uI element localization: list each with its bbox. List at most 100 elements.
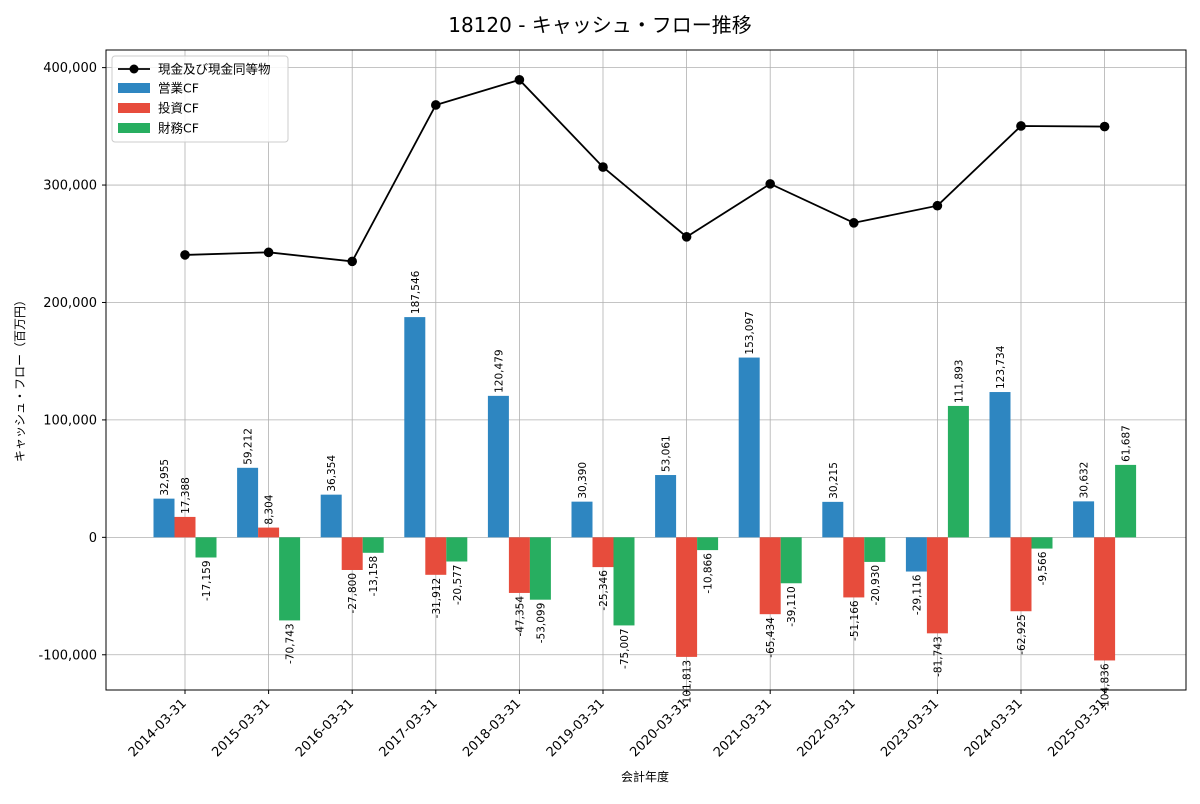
bar-value-label: 120,479 <box>493 349 505 392</box>
y-tick-label: 0 <box>89 531 97 546</box>
bar-value-label: -75,007 <box>619 628 631 669</box>
bar-investing <box>341 537 363 570</box>
x-tick-label: 2017-03-31 <box>377 696 441 760</box>
legend-marker <box>129 64 139 74</box>
y-tick-label: 100,000 <box>43 413 97 428</box>
bar-value-label: -20,577 <box>452 565 464 606</box>
bar-investing <box>174 516 196 538</box>
bar-financing <box>613 537 635 626</box>
bar-investing <box>592 537 614 568</box>
bar-value-label: -9,566 <box>1037 551 1049 585</box>
y-tick-label: 400,000 <box>43 61 97 76</box>
bar-value-label: 30,632 <box>1079 462 1091 499</box>
bar-operating <box>487 395 509 538</box>
bar-value-label: -31,912 <box>431 578 443 619</box>
bar-value-label: 61,687 <box>1121 425 1133 462</box>
legend-box <box>111 55 289 143</box>
x-axis-label: 会計年度 <box>621 769 669 784</box>
x-tick-label: 2019-03-31 <box>544 696 608 760</box>
bar-value-label: 187,546 <box>410 270 422 314</box>
x-tick-label: 2023-03-31 <box>878 696 942 760</box>
bar-investing <box>676 537 698 657</box>
bar-financing <box>529 537 551 600</box>
bar-investing <box>843 537 865 598</box>
bar-investing <box>926 537 948 634</box>
cash-line <box>184 78 1105 263</box>
bar-value-label: 30,215 <box>828 462 840 499</box>
legend-swatch <box>118 83 150 93</box>
bar-operating <box>153 498 175 538</box>
legend-swatch <box>118 103 150 113</box>
bar-value-label: -25,346 <box>598 570 610 611</box>
cash-point <box>514 75 525 85</box>
bar-operating <box>320 494 342 538</box>
bar-value-label: 30,390 <box>577 462 589 499</box>
x-tick-label: 2021-03-31 <box>711 696 775 760</box>
x-tick-label: 2022-03-31 <box>795 696 859 760</box>
legend-label-cash: 現金及び現金同等物 <box>158 62 271 77</box>
bar-value-label: -101,813 <box>682 660 694 707</box>
bar-operating <box>404 317 426 538</box>
bar-value-label: -29,116 <box>911 574 923 615</box>
bar-financing <box>697 537 719 551</box>
bar-value-label: 36,354 <box>326 455 338 492</box>
bar-financing <box>780 537 802 584</box>
cash-point <box>1099 121 1110 132</box>
bar-operating <box>905 537 927 572</box>
x-tick-label: 2018-03-31 <box>460 696 524 760</box>
bar-value-label: 111,893 <box>953 360 965 403</box>
bar-operating <box>822 501 844 538</box>
bar-value-label: -65,434 <box>765 617 777 658</box>
cash-point <box>431 100 441 110</box>
bar-financing <box>1115 464 1137 538</box>
x-tick-label: 2016-03-31 <box>293 696 357 760</box>
bar-operating <box>989 392 1011 538</box>
bar-financing <box>1031 537 1053 549</box>
bar-operating <box>237 467 259 538</box>
bar-value-label: -70,743 <box>285 623 297 664</box>
legend-label-series: 投資CF <box>158 101 199 116</box>
bar-value-label: -17,159 <box>201 560 213 601</box>
cash-point <box>1016 121 1026 131</box>
bar-operating <box>571 501 593 538</box>
axes-layer: -100,000 0 100,000 200,000 300,000 400,000 201… <box>39 49 1187 760</box>
cash-point <box>598 162 608 172</box>
bar-operating <box>1073 501 1095 538</box>
y-tick-label: 300,000 <box>43 179 97 194</box>
bar-value-label: 59,212 <box>243 428 255 465</box>
bar-value-label: -62,925 <box>1016 614 1028 655</box>
bar-value-label: -47,354 <box>514 596 526 637</box>
bar-investing <box>1094 537 1116 661</box>
bars-layer <box>153 317 1137 661</box>
bar-value-label: 123,734 <box>995 345 1007 389</box>
cash-point <box>180 250 190 260</box>
cash-point <box>849 218 859 228</box>
cash-point <box>765 179 775 189</box>
bar-value-label: -27,800 <box>347 573 359 614</box>
legend-swatch <box>118 123 150 133</box>
bar-value-label: -81,743 <box>932 636 944 677</box>
y-axis-label: キャッシュ・フロー（百万円） <box>13 294 27 462</box>
chart-title: 18120 - キャッシュ・フロー推移 <box>448 13 752 37</box>
bar-value-label: 17,388 <box>180 477 192 514</box>
bar-investing <box>258 527 280 538</box>
legend-label-series: 財務CF <box>158 121 199 136</box>
y-tick-label: 200,000 <box>43 296 97 311</box>
x-tick-label: 2015-03-31 <box>209 696 273 760</box>
cash-point <box>263 247 274 258</box>
bar-value-label: 153,097 <box>744 311 756 354</box>
bar-financing <box>947 405 969 538</box>
bar-financing <box>446 537 468 562</box>
cash-point <box>347 256 358 267</box>
bar-value-label: 32,955 <box>159 459 171 496</box>
bar-financing <box>279 537 301 621</box>
bar-financing <box>195 537 217 558</box>
bar-value-label: 53,061 <box>661 435 673 472</box>
bar-value-label: -104,836 <box>1100 663 1112 711</box>
plot-frame <box>105 49 1187 691</box>
bar-investing <box>425 537 447 575</box>
bar-value-label: -39,110 <box>786 586 798 627</box>
y-tick-label: -100,000 <box>39 648 97 663</box>
